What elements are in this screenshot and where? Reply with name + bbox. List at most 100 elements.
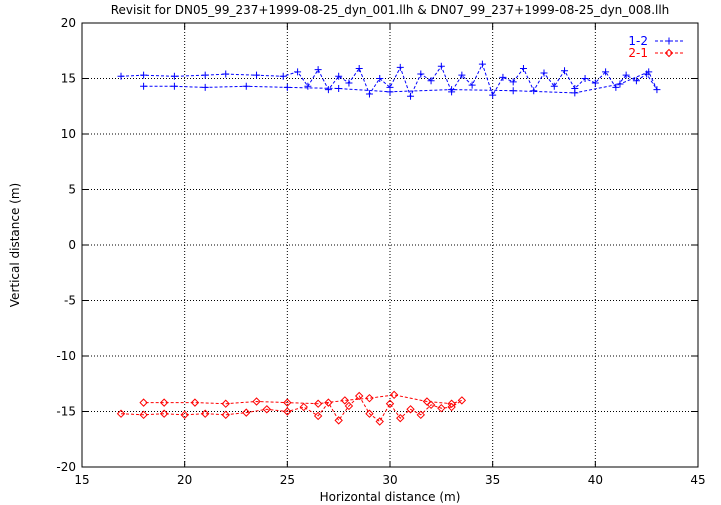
data-point [540, 69, 548, 77]
x-tick-label: 20 [177, 473, 192, 487]
y-tick-label: -15 [56, 405, 76, 419]
series-2-1 [116, 390, 467, 426]
data-point [294, 68, 302, 76]
data-point [324, 398, 333, 407]
data-point [201, 71, 209, 79]
data-point [509, 78, 517, 86]
series-line [120, 394, 463, 423]
y-tick-label: 15 [61, 72, 76, 86]
data-point [159, 409, 169, 418]
data-point [602, 68, 610, 76]
data-point [468, 81, 476, 89]
data-point [550, 82, 558, 90]
data-point [437, 403, 446, 413]
data-point [252, 397, 261, 406]
data-point [365, 393, 374, 403]
data-point [313, 399, 323, 408]
data-point [632, 77, 640, 85]
data-point [170, 82, 178, 90]
x-tick-label: 35 [485, 473, 500, 487]
data-point [448, 86, 456, 94]
x-tick-label: 30 [382, 473, 397, 487]
data-point [396, 63, 404, 71]
y-tick-label: -20 [56, 460, 76, 474]
data-point [170, 72, 178, 80]
data-point [376, 75, 384, 82]
y-tick-label: 10 [61, 127, 76, 141]
data-point [221, 410, 230, 420]
data-point [447, 402, 456, 412]
data-point [571, 89, 579, 97]
data-point [427, 77, 435, 85]
axes: 15 20 25 30 35 40 45 -20 -15 -10 -5 0 5 10 15 20 [56, 16, 705, 487]
data-point [159, 398, 169, 407]
data-point [116, 409, 126, 418]
y-tick-label: -5 [64, 294, 76, 308]
data-point [324, 86, 332, 94]
data-point [314, 66, 322, 74]
data-point [299, 402, 308, 412]
data-point [242, 82, 250, 90]
data-point [457, 396, 467, 405]
data-point [417, 70, 425, 78]
data-point [190, 398, 200, 407]
data-point [180, 410, 189, 420]
data-point [389, 390, 399, 400]
data-point [355, 65, 363, 73]
plot-area [116, 60, 661, 426]
x-tick-label: 45 [690, 473, 705, 487]
y-tick-label: 20 [61, 16, 76, 30]
data-point [478, 60, 486, 68]
legend-label: 1-2 [628, 34, 648, 48]
data-point [345, 79, 353, 87]
data-point [344, 401, 354, 411]
data-point [375, 417, 384, 426]
data-point [509, 87, 517, 95]
data-point [139, 398, 148, 407]
data-point [283, 407, 292, 416]
data-point [612, 83, 620, 91]
y-axis-label: Vertical distance (m) [8, 183, 22, 307]
y-tick-label: 5 [68, 183, 76, 197]
data-point [222, 70, 230, 78]
data-point [354, 391, 364, 401]
data-point [117, 72, 125, 80]
data-point [499, 73, 507, 81]
data-point [561, 67, 569, 75]
data-point [396, 413, 405, 423]
data-point [458, 71, 466, 79]
x-axis-label: Horizontal distance (m) [320, 490, 461, 504]
data-point [253, 71, 261, 79]
data-point [334, 416, 343, 425]
data-point [591, 79, 599, 87]
x-tick-label: 15 [74, 473, 89, 487]
data-point [407, 92, 415, 100]
legend-marker [664, 48, 674, 58]
data-point [283, 83, 291, 91]
y-tick-label: 0 [68, 238, 76, 252]
data-point [406, 405, 415, 414]
data-point [365, 90, 373, 98]
data-point [201, 83, 209, 91]
data-point [242, 408, 251, 417]
x-tick-label: 25 [280, 473, 295, 487]
data-point [645, 68, 653, 76]
data-point [140, 71, 148, 79]
data-point [581, 75, 589, 82]
x-tick-label: 40 [588, 473, 603, 487]
data-point [140, 82, 148, 90]
data-point [200, 409, 210, 418]
legend-marker [665, 37, 673, 45]
data-point [335, 84, 343, 92]
data-point [221, 399, 230, 408]
data-point [385, 399, 395, 408]
data-point [313, 411, 323, 421]
data-point [340, 396, 350, 405]
data-point [283, 398, 292, 407]
data-point [447, 399, 456, 408]
data-point [437, 62, 445, 70]
chart-title: Revisit for DN05_99_237+1999-08-25_dyn_0… [111, 3, 670, 17]
data-point [616, 80, 624, 88]
legend: 1-22-1 [628, 34, 683, 60]
